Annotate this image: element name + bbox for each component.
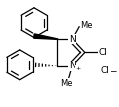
Text: Me: Me [80, 21, 93, 30]
Text: N: N [69, 35, 76, 44]
Polygon shape [34, 34, 57, 39]
Text: Me: Me [60, 79, 73, 88]
Text: Cl: Cl [101, 66, 110, 75]
Text: Cl: Cl [98, 48, 107, 57]
Text: +: + [75, 66, 81, 71]
Text: N: N [69, 61, 76, 70]
Text: −: − [109, 66, 117, 75]
